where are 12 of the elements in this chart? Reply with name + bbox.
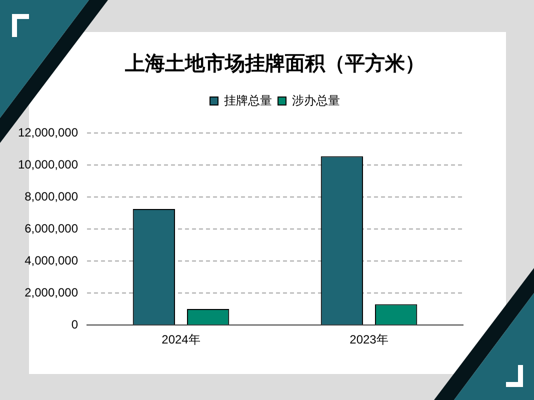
x-tick-label: 2024年: [162, 332, 200, 347]
legend-label: 挂牌总量: [224, 93, 272, 108]
y-tick-label: 2,000,000: [24, 285, 78, 300]
y-tick-label: 10,000,000: [18, 157, 78, 172]
legend-label: 涉办总量: [292, 93, 340, 108]
y-tick-label: 4,000,000: [24, 253, 78, 268]
y-tick-label: 6,000,000: [24, 221, 78, 236]
y-tick-label: 12,000,000: [18, 125, 78, 140]
y-tick-label: 8,000,000: [24, 189, 78, 204]
y-tick-label: 0: [71, 317, 78, 332]
x-tick-label: 2023年: [350, 332, 388, 347]
chart-title: 上海土地市场挂牌面积（平方米）: [124, 52, 425, 76]
